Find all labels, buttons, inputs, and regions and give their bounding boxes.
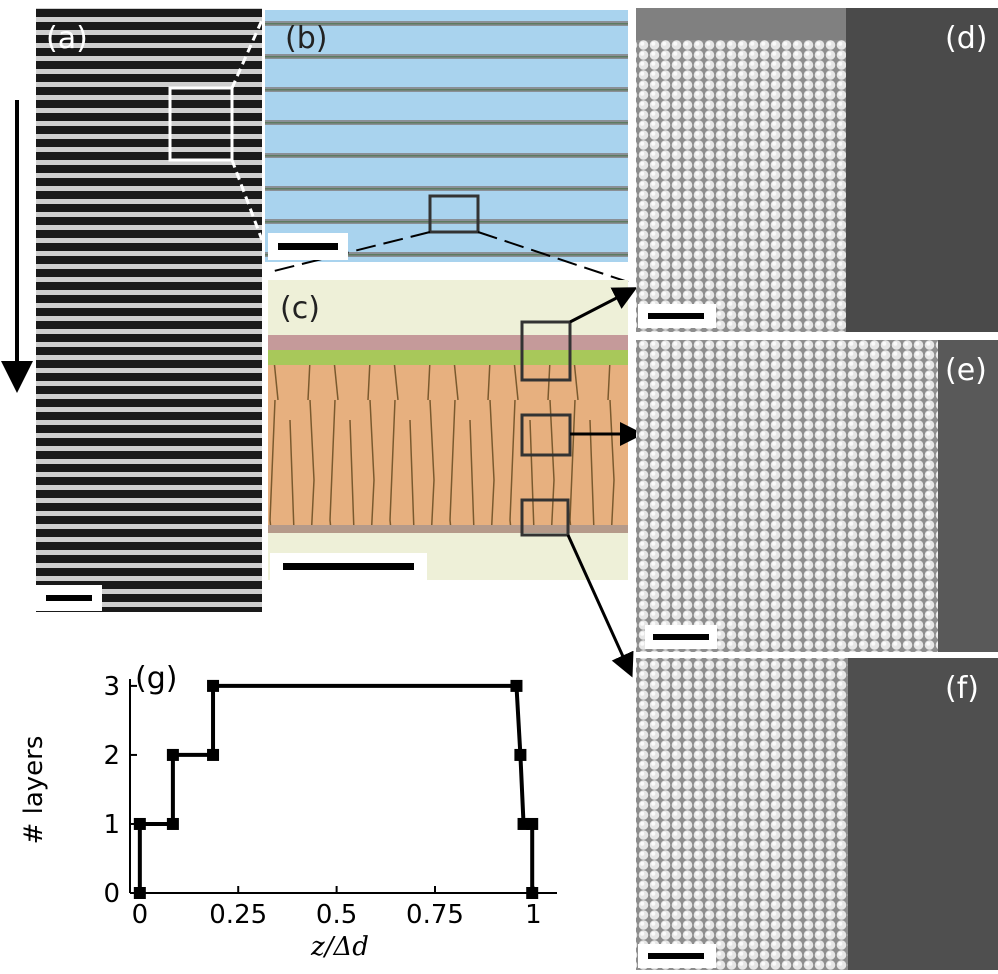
x-tick-label: 0.25 [209,900,267,930]
data-marker [207,749,219,761]
x-tick-label: 0.5 [316,900,357,930]
data-line [140,686,532,893]
x-tick-label: 1 [525,900,542,930]
data-marker [526,818,538,830]
data-marker [134,818,146,830]
scale-bar [278,243,338,250]
y-tick-label: 0 [103,879,120,909]
band [268,365,628,530]
data-marker [207,680,219,692]
data-marker [526,887,538,899]
panel-label: (b) [285,21,327,56]
panel-label: (c) [280,291,320,326]
panel-label: (d) [945,21,987,56]
panel-label: (f) [945,671,979,706]
data-marker [514,749,526,761]
band [268,525,628,533]
panel-label: (a) [46,21,88,56]
scale-bar [283,563,414,570]
x-tick-label: 0.75 [406,900,464,930]
x-axis-label: z/Δd [310,932,369,962]
data-marker [510,680,522,692]
chart-g: 0 1 2 3 0 0.25 0.5 0.75 1 [103,672,557,930]
band [268,350,628,365]
panel-label: (e) [945,353,987,388]
sem-e [636,340,998,652]
figure: (a) (b) (c) (d) (e) (f) (g) # layers z/Δ… [0,0,998,970]
y-tick-label: 1 [103,810,120,840]
data-marker [167,818,179,830]
x-tick-label: 0 [132,900,149,930]
micrograph-a [36,8,262,612]
sem-d [636,8,998,332]
y-tick-label: 3 [103,672,120,702]
y-tick-label: 2 [103,741,120,771]
sem-f [636,658,998,970]
data-marker [134,887,146,899]
chart-title: (g) [135,661,177,696]
scale-bar [46,595,92,601]
y-axis-label: # layers [19,736,49,845]
data-marker [167,749,179,761]
